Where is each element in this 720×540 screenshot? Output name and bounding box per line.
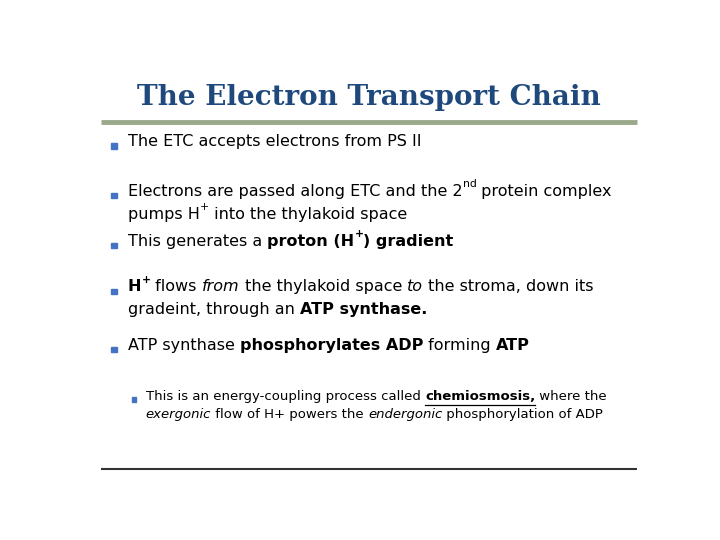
Bar bbox=[132, 397, 136, 402]
Text: chemiosmosis,: chemiosmosis, bbox=[425, 389, 535, 402]
Text: pumps H: pumps H bbox=[128, 207, 200, 221]
Text: ATP synthase: ATP synthase bbox=[128, 338, 240, 353]
Text: +: + bbox=[354, 230, 364, 239]
Text: +: + bbox=[141, 275, 150, 285]
Text: where the: where the bbox=[535, 389, 607, 402]
Text: ) gradient: ) gradient bbox=[364, 234, 454, 249]
Text: The ETC accepts electrons from PS II: The ETC accepts electrons from PS II bbox=[128, 134, 421, 149]
Text: from: from bbox=[202, 279, 240, 294]
Text: flow of H+ powers the: flow of H+ powers the bbox=[211, 408, 368, 421]
Text: phosphorylation of ADP: phosphorylation of ADP bbox=[442, 408, 603, 421]
Text: exergonic: exergonic bbox=[145, 408, 211, 421]
Text: This is an energy-coupling process called: This is an energy-coupling process calle… bbox=[145, 389, 425, 402]
Bar bbox=[111, 193, 117, 199]
Bar bbox=[111, 243, 117, 248]
Text: flows: flows bbox=[150, 279, 202, 294]
Text: phosphorylates ADP: phosphorylates ADP bbox=[240, 338, 423, 353]
Bar bbox=[111, 347, 117, 352]
Text: the stroma, down its: the stroma, down its bbox=[423, 279, 593, 294]
Text: into the thylakoid space: into the thylakoid space bbox=[209, 207, 408, 221]
Text: The Electron Transport Chain: The Electron Transport Chain bbox=[137, 84, 601, 111]
Text: H: H bbox=[128, 279, 141, 294]
Bar bbox=[111, 289, 117, 294]
Text: endergonic: endergonic bbox=[368, 408, 442, 421]
Text: forming: forming bbox=[423, 338, 496, 353]
Bar bbox=[111, 143, 117, 148]
Text: +: + bbox=[200, 202, 209, 212]
Text: Electrons are passed along ETC and the 2: Electrons are passed along ETC and the 2 bbox=[128, 184, 462, 199]
Text: ATP: ATP bbox=[496, 338, 530, 353]
Text: nd: nd bbox=[462, 179, 477, 190]
Text: gradeint, through an: gradeint, through an bbox=[128, 302, 300, 318]
Text: to: to bbox=[407, 279, 423, 294]
Text: the thylakoid space: the thylakoid space bbox=[240, 279, 407, 294]
Text: protein complex: protein complex bbox=[477, 184, 612, 199]
Text: proton (H: proton (H bbox=[267, 234, 354, 249]
Text: This generates a: This generates a bbox=[128, 234, 267, 249]
Text: ATP synthase.: ATP synthase. bbox=[300, 302, 427, 318]
